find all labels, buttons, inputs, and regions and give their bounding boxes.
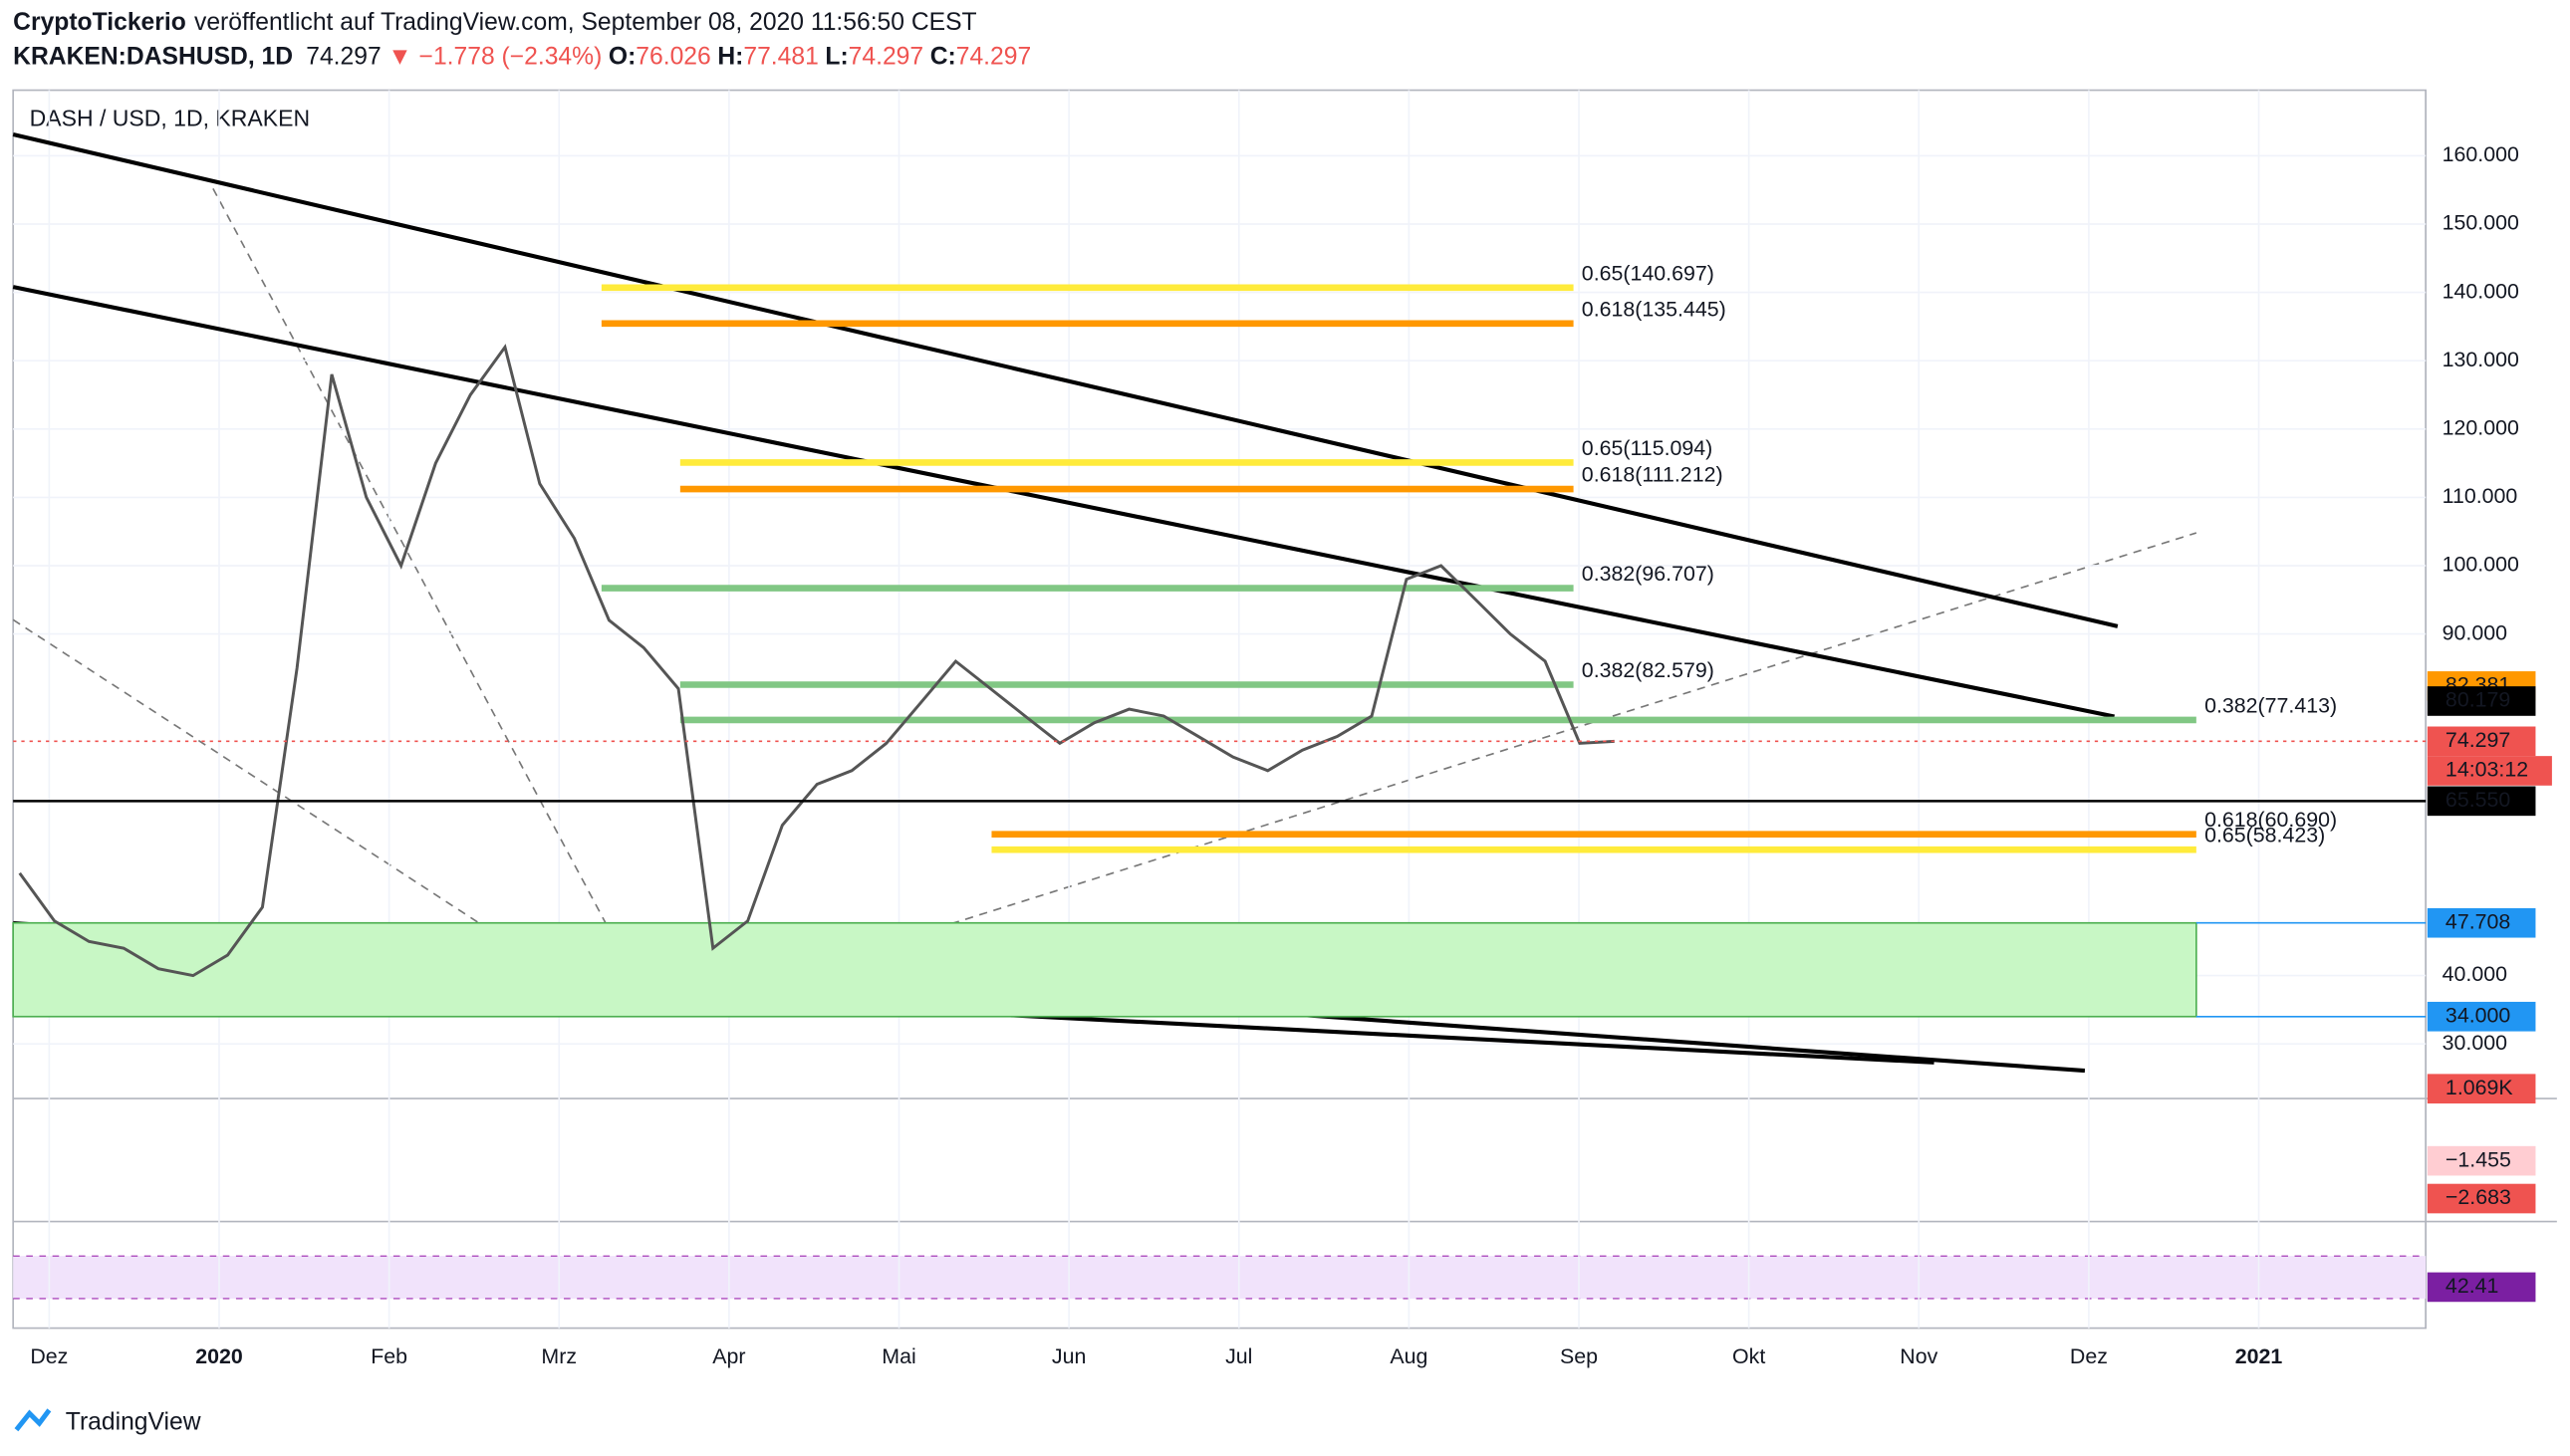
y-tick-label: 90.000: [2442, 620, 2507, 644]
ohlc-value: 74.297: [849, 43, 923, 70]
x-tick-label: Sep: [1560, 1344, 1598, 1368]
ohlc-value: 77.481: [743, 43, 818, 70]
price-tag-label: 65.550: [2445, 788, 2510, 812]
y-tick-label: 140.000: [2442, 279, 2519, 303]
y-tick-label: 130.000: [2442, 348, 2519, 371]
x-tick-label: Apr: [712, 1344, 745, 1368]
countdown-tag: [2427, 756, 2552, 786]
y-tick-label: 30.000: [2442, 1031, 2507, 1055]
publisher: CryptoTickerio: [13, 9, 186, 36]
x-tick-label: Nov: [1900, 1344, 1937, 1368]
price-tag: [2427, 1001, 2536, 1032]
x-tick-label: Okt: [1732, 1344, 1765, 1368]
fib-label: 0.65(58.423): [2204, 824, 2325, 848]
support-zone: [12, 921, 2197, 1018]
published: veröffentlicht auf TradingView.com, Sept…: [194, 9, 977, 36]
x-tick-label: Dez: [30, 1344, 68, 1368]
price-tag: [2427, 726, 2536, 757]
fib-label: 0.618(135.445): [1582, 297, 1726, 321]
header-line: KRAKEN:DASHUSD, 1D 74.297 ▼ −1.778 (−2.34%…: [13, 43, 1031, 70]
ohlc-value: 74.297: [956, 43, 1031, 70]
x-tick-label: Feb: [371, 1344, 407, 1368]
macd-tag-bg: [2427, 1145, 2536, 1176]
x-tick-label: Jul: [1225, 1344, 1252, 1368]
x-tick-label: 2021: [2235, 1344, 2283, 1368]
rsi-tag: 42.41: [2445, 1274, 2498, 1298]
x-tick-label: Dez: [2070, 1344, 2108, 1368]
brand-logo: [14, 1408, 52, 1432]
macd-tag: −1.455: [2445, 1147, 2511, 1171]
fib-label: 0.618(111.212): [1582, 463, 1723, 487]
x-tick-label: 2020: [195, 1344, 243, 1368]
header-line: CryptoTickerio veröffentlicht auf Trading…: [13, 9, 976, 36]
rsi-tag-bg: [2427, 1272, 2536, 1303]
y-tick-label: 120.000: [2442, 415, 2519, 439]
ohlc-key: H:: [717, 43, 743, 70]
macd-tag-bg: [2427, 1183, 2536, 1214]
fib-label: 0.382(96.707): [1582, 562, 1714, 586]
header: CryptoTickerio veröffentlicht auf Trading…: [13, 9, 1031, 71]
price-tag-label: 34.000: [2445, 1003, 2510, 1027]
dashed-line: [212, 187, 656, 1018]
y-tick-label: 150.000: [2442, 211, 2519, 235]
ohlc-value: 76.026: [636, 43, 710, 70]
fib-label: 0.65(140.697): [1582, 261, 1714, 285]
fib-label: 0.618(60.690): [2204, 808, 2337, 832]
x-tick-label: Jun: [1052, 1344, 1086, 1368]
price-tag: [2427, 686, 2536, 716]
volume-tag-bg: [2427, 1074, 2536, 1104]
pane-title: DASH / USD, 1D, KRAKEN: [30, 105, 310, 130]
y-tick-label: 160.000: [2442, 142, 2519, 166]
macd-tag: −2.683: [2445, 1185, 2511, 1209]
price-tag-label: 47.708: [2445, 909, 2510, 933]
y-tick-label: 40.000: [2442, 962, 2507, 986]
trend-line: [12, 285, 2115, 719]
price-tag-label: 80.179: [2445, 688, 2510, 712]
fib-label: 0.382(77.413): [2204, 693, 2337, 717]
price-tag-label: 74.297: [2445, 728, 2510, 752]
price-tag: [2427, 907, 2536, 938]
volume-tag: 1.069K: [2445, 1076, 2513, 1099]
fib-label: 0.65(115.094): [1582, 436, 1712, 460]
last: 74.297: [306, 43, 381, 70]
brand: TradingView: [66, 1409, 201, 1436]
change: ▼ −1.778 (−2.34%): [387, 43, 602, 70]
fib-label: 0.382(82.579): [1582, 658, 1714, 682]
trend-line: [12, 132, 2119, 628]
x-tick-label: Mai: [882, 1344, 915, 1368]
plot-frame: [12, 89, 2428, 1330]
ohlc-key: L:: [825, 43, 848, 70]
symbol: KRAKEN:DASHUSD, 1D: [13, 43, 293, 70]
y-tick-label: 100.000: [2442, 553, 2519, 577]
countdown: 14:03:12: [2445, 758, 2528, 782]
x-tick-label: Aug: [1390, 1344, 1427, 1368]
x-tick-label: Mrz: [541, 1344, 577, 1368]
y-tick-label: 110.000: [2442, 484, 2518, 508]
price-line: [18, 344, 1615, 978]
ohlc-key: O:: [609, 43, 636, 70]
ohlc-key: C:: [930, 43, 956, 70]
price-tag: [2427, 786, 2536, 817]
rsi-band: [13, 1256, 2427, 1299]
